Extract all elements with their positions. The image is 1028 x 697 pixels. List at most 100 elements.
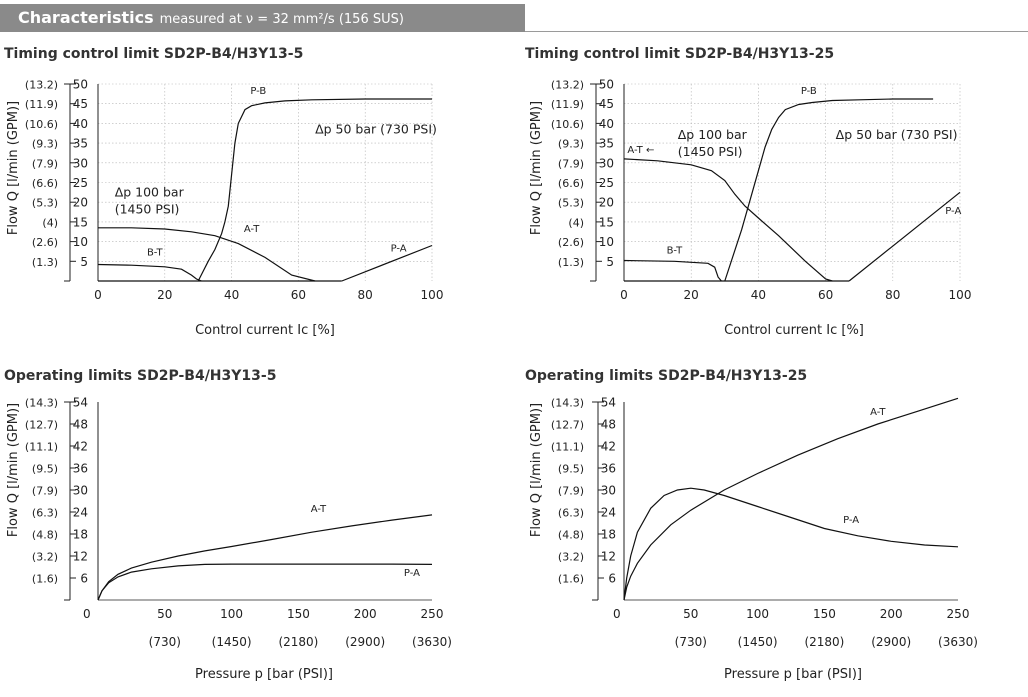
y-gpm-label: (13.2): [551, 79, 584, 92]
x-tick-label: 100: [949, 288, 972, 302]
annotation-text: (1450 PSI): [115, 201, 180, 216]
chart-4: 6 (1.6) 12 (3.2) 18 (4.8) 24 (6.3) 30 (7.9) 36 (9.5…: [529, 396, 978, 683]
series-p-a-line: [623, 487, 959, 601]
y-tick-label: 30: [73, 484, 88, 498]
y-gpm-label: (3.2): [32, 551, 58, 564]
x-tick-label: 0: [620, 288, 628, 302]
y-tick-label: 24: [601, 506, 616, 520]
y-tick-label: 10: [599, 235, 614, 249]
y-tick-label: 54: [73, 396, 88, 410]
y-gpm-label: (1.3): [558, 256, 584, 269]
y-gpm-label: (2.6): [558, 236, 584, 249]
y-gpm-label: (14.3): [25, 397, 58, 410]
y-tick-label: 36: [601, 462, 616, 476]
y-tick-label: 45: [599, 97, 614, 111]
y-gpm-label: (1.3): [32, 256, 58, 269]
y-gpm-label: (9.5): [558, 463, 584, 476]
series-p-a-line: [97, 563, 433, 601]
x-psi-label: (1450): [212, 635, 252, 649]
y-gpm-label: (11.1): [25, 441, 58, 454]
series-b-t-line: [97, 263, 202, 282]
y-gpm-label: (9.5): [32, 463, 58, 476]
y-gpm-label: (7.9): [558, 157, 584, 170]
y-gpm-label: (11.9): [551, 98, 584, 111]
y-gpm-label: (6.6): [558, 177, 584, 190]
series-a-t-line: [623, 397, 959, 601]
series-a-t-label: A-T: [244, 224, 260, 235]
series-a-t-line: [623, 158, 833, 282]
y-tick-label: 35: [73, 137, 88, 151]
y-tick-label: 50: [73, 78, 88, 92]
y-tick-label: 42: [73, 440, 88, 454]
y-tick-label: 54: [601, 396, 616, 410]
x-tick-label: 0: [94, 288, 102, 302]
y-gpm-label: (4.8): [558, 529, 584, 542]
x-tick-label: 60: [291, 288, 306, 302]
annotation-text: A-T ←: [627, 145, 654, 156]
x-tick-label: 150: [813, 607, 836, 621]
x-tick-label: 50: [157, 607, 172, 621]
y-gpm-label: (6.6): [32, 177, 58, 190]
y-gpm-label: (13.2): [25, 79, 58, 92]
x-psi-label: (2180): [278, 635, 318, 649]
x-psi-label: (3630): [938, 635, 978, 649]
x-tick-label: 200: [880, 607, 903, 621]
series-p-b-line: [197, 98, 432, 282]
y-tick-label: 20: [73, 196, 88, 210]
x-zero-label: 0: [613, 607, 621, 621]
series-b-t-label: B-T: [147, 247, 164, 258]
x-psi-label: (730): [675, 635, 707, 649]
chart-3: 6 (1.6) 12 (3.2) 18 (4.8) 24 (6.3) 30 (7.9) 36 (9.5…: [6, 396, 452, 683]
y-tick-label: 5: [80, 255, 88, 269]
x-psi-label: (2900): [871, 635, 911, 649]
chart-title-operating-25: Operating limits SD2P-B4/H3Y13-25: [525, 368, 808, 384]
y-gpm-label: (7.9): [32, 485, 58, 498]
y-gpm-label: (11.1): [551, 441, 584, 454]
y-gpm-label: (5.3): [32, 197, 58, 210]
x-tick-label: 50: [683, 607, 698, 621]
series-p-a-line: [848, 191, 961, 282]
x-tick-label: 20: [684, 288, 699, 302]
x-tick-label: 40: [224, 288, 239, 302]
x-zero-label: 0: [83, 607, 91, 621]
y-gpm-label: (7.9): [32, 157, 58, 170]
y-tick-label: 18: [601, 528, 616, 542]
y-tick-label: 25: [599, 176, 614, 190]
y-tick-label: 10: [73, 235, 88, 249]
annotation-text: Δp 100 bar: [115, 184, 185, 199]
y-gpm-label: (3.2): [558, 551, 584, 564]
characteristics-header: Characteristics measured at ν = 32 mm²/s …: [0, 4, 525, 32]
y-tick-label: 25: [73, 176, 88, 190]
y-axis-label: Flow Q [l/min (GPM)]: [6, 101, 21, 235]
x-tick-label: 100: [746, 607, 769, 621]
series-a-t-line: [97, 514, 433, 601]
y-tick-label: 15: [73, 215, 88, 229]
y-tick-label: 48: [73, 418, 88, 432]
annotation-text: Δp 50 bar (730 PSI): [836, 127, 958, 142]
y-gpm-label: (1.6): [558, 573, 584, 586]
x-tick-label: 20: [157, 288, 172, 302]
y-tick-label: 30: [601, 484, 616, 498]
y-tick-label: 40: [73, 117, 88, 131]
y-tick-label: 6: [80, 572, 88, 586]
y-tick-label: 36: [73, 462, 88, 476]
annotation-text: Δp 100 bar: [678, 127, 748, 142]
y-gpm-label: (11.9): [25, 98, 58, 111]
x-tick-label: 100: [220, 607, 243, 621]
y-axis-label: Flow Q [l/min (GPM)]: [529, 101, 544, 235]
y-gpm-label: (10.6): [25, 118, 58, 131]
series-p-b-label: P-B: [801, 86, 817, 97]
y-axis-label: Flow Q [l/min (GPM)]: [6, 403, 21, 537]
x-axis-label: Control current Ic [%]: [724, 323, 864, 338]
chart-1: 5 (1.3) 10 (2.6) 15 (4) 20 (5.3) 25 (6.6) 30 (7.9) 3…: [6, 78, 443, 339]
y-gpm-label: (14.3): [551, 397, 584, 410]
series-p-b-line: [724, 98, 934, 282]
y-gpm-label: (4.8): [32, 529, 58, 542]
y-tick-label: 30: [73, 156, 88, 170]
y-tick-label: 30: [599, 156, 614, 170]
chart-title-timing-5: Timing control limit SD2P-B4/H3Y13-5: [4, 46, 304, 62]
series-a-t-label: A-T: [311, 504, 327, 515]
series-a-t-line: [98, 227, 316, 282]
x-psi-label: (2900): [345, 635, 385, 649]
